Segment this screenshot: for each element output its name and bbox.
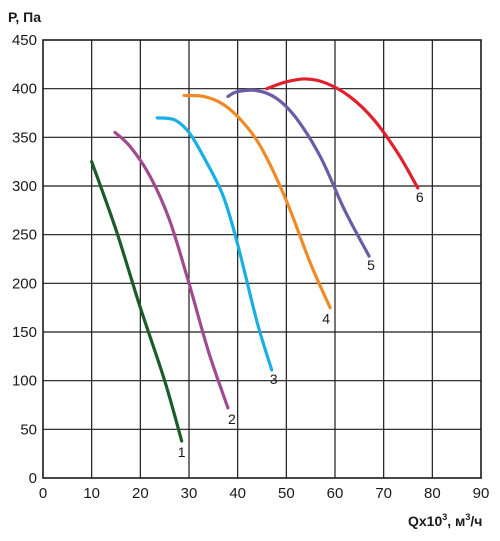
- curve-1: [90, 160, 184, 443]
- x-tick-label-60: 60: [327, 485, 344, 502]
- x-axis-title-main: Qх10: [408, 513, 442, 529]
- x-tick-label-80: 80: [424, 485, 441, 502]
- curve-5: [226, 88, 371, 258]
- curve-2: [113, 130, 230, 410]
- y-tick-label-400: 400: [12, 81, 37, 98]
- curve-label-1: 1: [178, 444, 186, 460]
- x-tick-label-30: 30: [181, 485, 198, 502]
- grid: [43, 40, 481, 478]
- plot-frame: [42, 39, 482, 479]
- x-tick-label-50: 50: [278, 485, 295, 502]
- y-tick-label-350: 350: [12, 129, 37, 146]
- curve-label-3: 3: [270, 371, 278, 387]
- x-axis-title-sup: 3: [442, 512, 447, 522]
- x-axis-title: Qх103, м3/ч: [408, 512, 482, 529]
- curve-labels: 1 2 3 4 5 6: [178, 189, 424, 460]
- curve-6: [265, 77, 420, 190]
- y-tick-label-100: 100: [12, 373, 37, 390]
- y-tick-label-300: 300: [12, 178, 37, 195]
- curve-4: [182, 93, 332, 310]
- fan-curves: [90, 77, 420, 443]
- curve-label-6: 6: [416, 189, 424, 205]
- x-tick-label-10: 10: [83, 485, 100, 502]
- y-tick-label-150: 150: [12, 324, 37, 341]
- x-tick-label-20: 20: [132, 485, 149, 502]
- curve-label-2: 2: [228, 411, 236, 427]
- x-tick-label-0: 0: [39, 485, 47, 502]
- y-axis-title: Р, Па: [8, 9, 41, 25]
- x-axis-title-tail: /ч: [470, 513, 482, 529]
- y-tick-label-200: 200: [12, 275, 37, 292]
- y-tick-label-50: 50: [20, 421, 37, 438]
- curve-3: [155, 116, 274, 372]
- y-tick-label-250: 250: [12, 227, 37, 244]
- x-axis-title-unit-sup: 3: [465, 512, 470, 522]
- x-tick-label-40: 40: [229, 485, 246, 502]
- curve-label-5: 5: [367, 257, 375, 273]
- curve-label-4: 4: [322, 311, 330, 327]
- x-tick-label-90: 90: [473, 485, 490, 502]
- y-tick-label-450: 450: [12, 32, 37, 49]
- y-tick-label-0: 0: [29, 470, 37, 487]
- x-axis-title-unit: , м: [447, 513, 465, 529]
- x-tick-label-70: 70: [375, 485, 392, 502]
- tick-labels: 0 10 20 30 40 50 60 70 80 90 0 50 100 150 200 250 300 350…: [12, 32, 489, 502]
